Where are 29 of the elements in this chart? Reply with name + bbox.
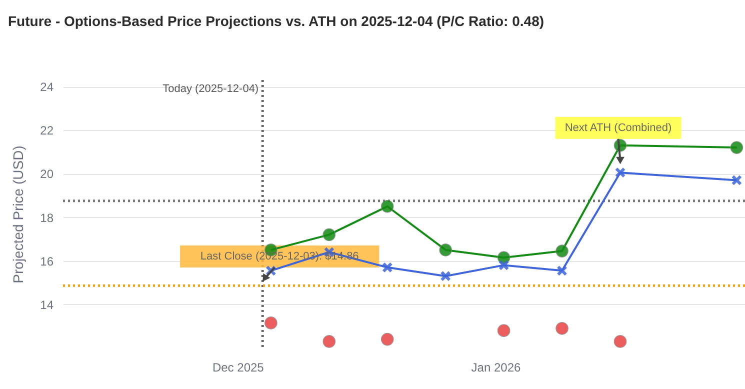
point [614, 167, 626, 178]
y-tick-label: 22 [40, 124, 54, 138]
point [556, 244, 568, 258]
point [731, 174, 742, 186]
point [380, 200, 394, 213]
y-tick-label: 14 [40, 298, 54, 312]
ref-line-label: Today (2025-12-04) [162, 83, 259, 95]
point [497, 324, 510, 337]
point [439, 244, 452, 256]
point [382, 262, 393, 273]
x-tick-label: Dec 2025 [212, 360, 264, 374]
point [380, 332, 394, 346]
annotation: Next ATH (Combined) [564, 122, 672, 134]
x-tick-label: Jan 2026 [471, 360, 521, 374]
y-axis-title: Projected Price (USD) [10, 146, 26, 284]
point [440, 270, 451, 282]
point [322, 335, 336, 348]
point [498, 260, 510, 271]
y-tick-label: 16 [40, 254, 54, 268]
y-tick-label: 20 [40, 167, 54, 182]
y-tick-label: 18 [40, 210, 54, 225]
chart-title: Future - Options-Based Price Projections vs. ATH on 2025-12-04 (P/C Ratio: 0.48) [8, 12, 544, 29]
y-tick-label: 24 [40, 80, 54, 94]
point [614, 335, 627, 348]
point [322, 228, 336, 242]
point [264, 316, 278, 330]
point [556, 265, 568, 276]
point [556, 322, 568, 335]
point [730, 141, 744, 154]
